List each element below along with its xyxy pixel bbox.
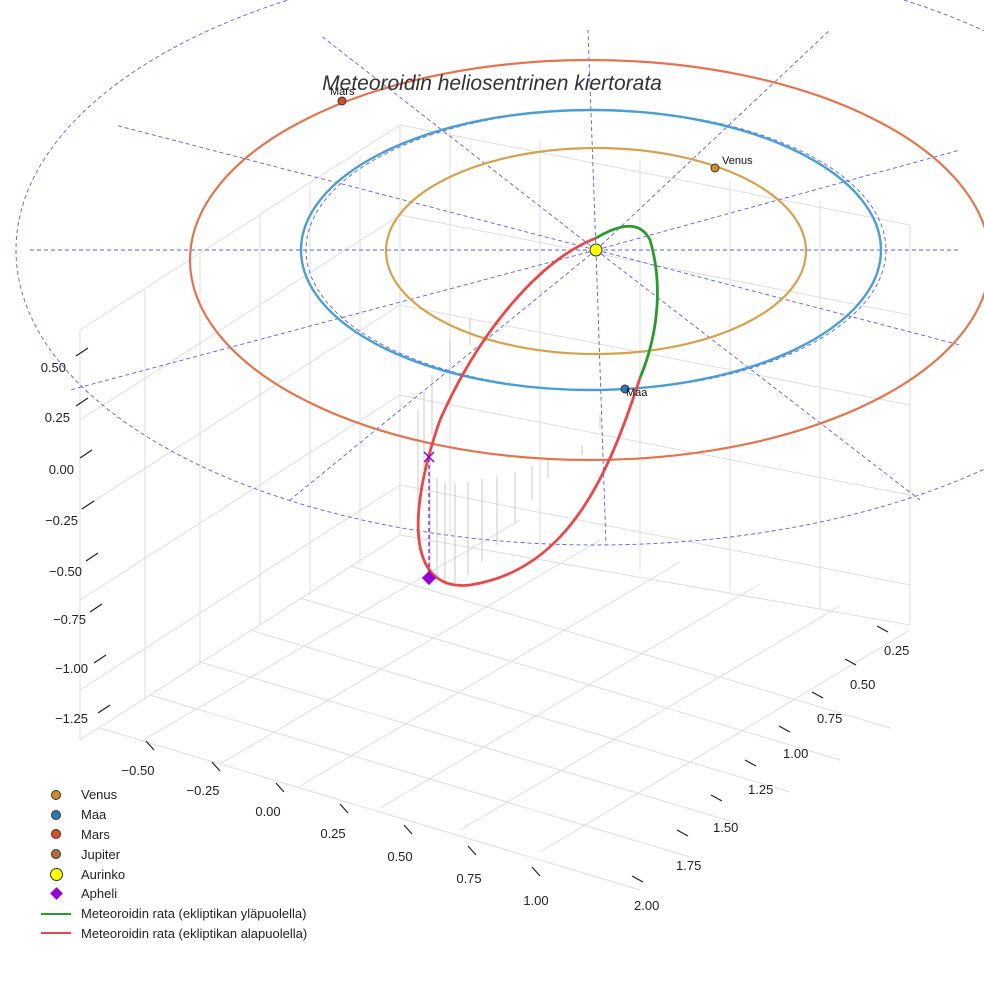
legend-item-apheli: Apheli [36,884,307,904]
earth-marker [620,384,630,394]
meteoroid-orbit-above [595,224,659,379]
z-tick-label: −1.00 [55,661,88,676]
green-line-legend-icon [41,912,71,915]
venus-marker [710,163,720,173]
y-tick-label: 2.00 [634,898,659,913]
x-tick-label: −0.25 [187,783,220,798]
x-axis: −0.50 −0.25 0.00 0.25 0.50 0.75 1.00 [122,740,549,908]
legend-label: Maa [81,807,107,823]
mars-label: Mars [330,86,355,98]
jupiter-legend-dot [51,849,61,860]
z-tick-label: 0.00 [49,462,74,477]
mars-marker [337,96,347,106]
box-grid [79,124,911,891]
y-tick-label: 0.25 [884,643,909,658]
x-tick-label: 0.75 [456,871,481,886]
sun-legend-icon [49,867,63,881]
legend-label: Aurinko [81,866,126,882]
aphelion-projection-marker [423,451,435,463]
y-tick-label: 1.75 [676,858,701,873]
legend-label: Meteoroidin rata (ekliptikan yläpuolella… [81,906,307,922]
earth-legend-dot [51,809,61,820]
earth-orbit [299,108,883,392]
z-tick-label: −1.25 [55,711,88,726]
legend-label: Meteoroidin rata (ekliptikan alapuolella… [81,925,308,941]
earth-label: Maa [626,387,648,399]
y-axis: 0.25 0.50 0.75 1.00 1.25 1.50 1.75 2.00 [631,625,909,913]
y-tick-label: 1.25 [748,782,773,797]
legend-item-mars: Mars [36,825,307,845]
legend-label: Apheli [81,886,118,902]
sun-marker [589,243,603,257]
y-tick-label: 1.00 [783,746,808,761]
x-tick-label: −0.50 [122,763,155,778]
legend-item-venus: Venus [36,785,307,805]
z-tick-label: −0.75 [53,612,86,627]
mars-orbit [189,58,984,462]
legend-item-jupiter: Jupiter [36,844,307,864]
legend-item-orbit-above: Meteoroidin rata (ekliptikan yläpuolella… [36,904,307,924]
z-axis: 0.50 0.25 0.00 −0.25 −0.50 −0.75 −1.00 −… [41,347,111,726]
red-line-legend-icon [41,932,71,935]
legend-item-aurinko: Aurinko [36,864,307,884]
legend: Venus Maa Mars Jupiter Aurinko Apheli Me… [36,785,307,943]
venus-label: Venus [722,155,753,167]
x-tick-label: 0.25 [320,826,345,841]
y-tick-label: 1.50 [713,820,738,835]
mars-legend-dot [51,829,61,840]
x-tick-label: 0.50 [387,849,412,864]
drop-lines [417,318,601,585]
z-tick-label: 0.25 [45,410,70,425]
y-tick-label: 0.75 [817,711,842,726]
x-tick-label: 0.00 [255,804,280,819]
z-tick-label: −0.25 [45,513,78,528]
diamond-legend-icon [49,887,63,901]
legend-label: Jupiter [81,846,121,862]
venus-legend-dot [51,789,61,800]
z-tick-label: −0.50 [49,564,82,579]
legend-item-maa: Maa [36,805,307,825]
legend-label: Mars [81,826,110,842]
x-tick-label: 1.00 [523,893,548,908]
y-tick-label: 0.50 [850,677,875,692]
chart-title: Meteoroidin heliosentrinen kiertorata [322,72,662,95]
legend-label: Venus [81,787,118,803]
meteoroid-orbit-below [416,236,642,587]
venus-orbit [384,146,808,356]
aphelion-marker [421,570,437,586]
legend-item-orbit-below: Meteoroidin rata (ekliptikan alapuolella… [36,924,307,944]
z-tick-label: 0.50 [41,360,66,375]
